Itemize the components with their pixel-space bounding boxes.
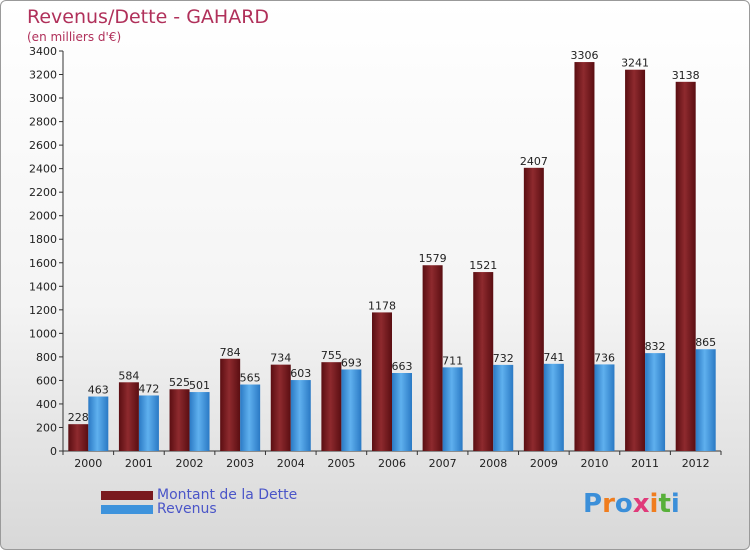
data-label-dette: 784	[220, 346, 241, 359]
x-tick-label: 2001	[125, 457, 153, 470]
data-label-dette: 584	[118, 369, 139, 382]
data-label-dette: 525	[169, 376, 190, 389]
y-tick-label: 2000	[29, 210, 57, 223]
y-tick-label: 400	[36, 398, 57, 411]
data-label-dette: 1521	[469, 259, 497, 272]
logo-letter: i	[670, 489, 680, 519]
data-label-revenus: 732	[493, 352, 514, 365]
bar-dette	[473, 272, 494, 451]
y-tick-label: 1800	[29, 233, 57, 246]
chart-title: Revenus/Dette - GAHARD	[27, 6, 270, 28]
legend-label-dette: Montant de la Dette	[157, 487, 298, 503]
logo-letter: x	[632, 489, 650, 519]
data-label-revenus: 865	[695, 336, 716, 349]
y-tick-label: 2600	[29, 139, 57, 152]
bar-dette	[574, 62, 595, 451]
y-tick-label: 2400	[29, 163, 57, 176]
x-tick-label: 2000	[74, 457, 102, 470]
bar-revenus	[240, 384, 261, 451]
y-tick-label: 3200	[29, 69, 57, 82]
y-tick-label: 1200	[29, 304, 57, 317]
bar-dette	[523, 167, 544, 451]
y-tick-label: 3000	[29, 92, 57, 105]
legend-swatch-revenus	[101, 505, 153, 514]
y-tick-label: 1000	[29, 327, 57, 340]
y-tick-label: 1600	[29, 257, 57, 270]
bar-dette	[270, 364, 291, 451]
bar-revenus	[88, 396, 109, 451]
bar-revenus	[392, 373, 412, 451]
bar-dette	[68, 424, 89, 451]
data-label-dette: 3241	[621, 57, 649, 70]
bar-dette	[625, 69, 646, 452]
logo-letter: i	[649, 489, 659, 519]
logo-letter: r	[602, 489, 615, 519]
data-label-dette: 1178	[368, 299, 396, 312]
bar-dette	[372, 312, 392, 451]
y-tick-label: 3400	[29, 45, 57, 58]
data-label-dette: 1579	[419, 252, 447, 265]
bar-revenus	[138, 395, 159, 451]
data-label-revenus: 711	[442, 354, 463, 367]
bar-revenus	[442, 367, 463, 451]
data-label-dette: 3306	[570, 49, 598, 62]
bar-revenus	[290, 380, 311, 451]
logo-letter: P	[583, 489, 603, 519]
proxiti-logo: Proxiti	[583, 489, 680, 519]
data-label-revenus: 565	[240, 372, 261, 385]
bar-revenus	[189, 392, 210, 451]
data-label-revenus: 463	[88, 384, 109, 397]
data-label-revenus: 832	[645, 340, 666, 353]
bar-revenus	[493, 364, 514, 451]
data-label-dette: 734	[270, 352, 291, 365]
y-tick-label: 2200	[29, 186, 57, 199]
legend-label-revenus: Revenus	[157, 501, 217, 517]
y-tick-label: 2800	[29, 116, 57, 129]
y-tick-label: 200	[36, 421, 57, 434]
data-label-dette: 755	[321, 349, 342, 362]
data-label-dette: 2407	[520, 155, 548, 168]
logo-letter: t	[658, 489, 671, 519]
data-label-revenus: 472	[138, 382, 159, 395]
data-label-revenus: 663	[392, 360, 413, 373]
x-tick-label: 2002	[176, 457, 204, 470]
data-label-revenus: 693	[341, 356, 362, 369]
bar-revenus	[594, 364, 615, 451]
x-tick-label: 2012	[682, 457, 710, 470]
legend-swatch-dette	[101, 491, 153, 500]
logo-letter: o	[614, 489, 633, 519]
x-tick-label: 2003	[226, 457, 254, 470]
bar-dette	[118, 382, 139, 451]
y-tick-label: 0	[50, 445, 57, 458]
bar-revenus	[645, 353, 666, 451]
chart-subtitle: (en milliers d'€)	[27, 30, 122, 44]
data-label-revenus: 501	[189, 379, 210, 392]
data-label-revenus: 736	[594, 351, 615, 364]
x-tick-label: 2008	[479, 457, 507, 470]
data-label-revenus: 741	[543, 351, 564, 364]
bar-dette	[169, 389, 190, 451]
bar-dette	[220, 358, 241, 451]
data-label-revenus: 603	[290, 367, 311, 380]
bar-revenus	[341, 369, 362, 451]
x-tick-label: 2004	[277, 457, 305, 470]
y-tick-label: 600	[36, 374, 57, 387]
x-tick-label: 2005	[327, 457, 355, 470]
bar-revenus	[543, 363, 564, 451]
bar-dette	[321, 362, 342, 451]
x-tick-label: 2009	[530, 457, 558, 470]
bar-dette	[675, 81, 696, 451]
x-tick-label: 2011	[631, 457, 659, 470]
data-label-dette: 3138	[672, 69, 700, 82]
data-label-dette: 228	[68, 411, 89, 424]
y-tick-label: 800	[36, 351, 57, 364]
bar-revenus	[695, 349, 716, 451]
y-tick-label: 1400	[29, 280, 57, 293]
x-tick-label: 2007	[429, 457, 457, 470]
bar-dette	[422, 265, 443, 451]
x-tick-label: 2006	[378, 457, 406, 470]
x-tick-label: 2010	[580, 457, 608, 470]
